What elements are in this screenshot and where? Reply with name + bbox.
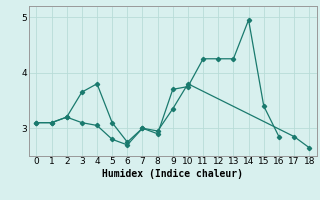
X-axis label: Humidex (Indice chaleur): Humidex (Indice chaleur) [102,169,243,179]
